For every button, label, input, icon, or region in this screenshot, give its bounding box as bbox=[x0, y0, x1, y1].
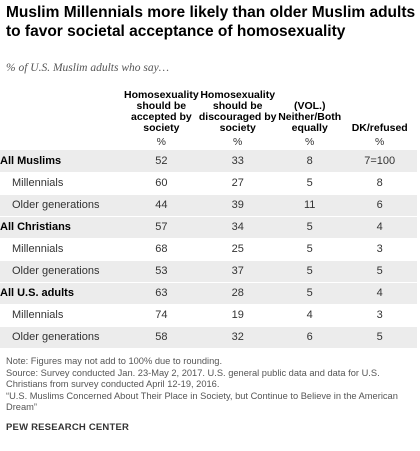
row-label: Millennials bbox=[0, 238, 124, 261]
unit-label: % bbox=[305, 136, 315, 148]
value-cell: 5 bbox=[276, 260, 343, 283]
value-cell: 5 bbox=[276, 216, 343, 239]
column-header: (VOL.) Neither/Both equally bbox=[278, 100, 342, 134]
value-cell: 3 bbox=[342, 238, 417, 261]
table-row: All U.S. adults 63 28 5 4 bbox=[0, 282, 417, 305]
value-cell: 60 bbox=[124, 172, 199, 195]
row-group-label: All U.S. adults bbox=[0, 282, 124, 305]
value-cell: 5 bbox=[342, 260, 417, 283]
value-cell: 5 bbox=[276, 238, 343, 261]
row-label: Older generations bbox=[0, 194, 124, 217]
table-row: Older generations 44 39 11 6 bbox=[0, 194, 417, 217]
value-cell: 5 bbox=[276, 172, 343, 195]
value-cell: 44 bbox=[124, 194, 199, 217]
table-row: Millennials 74 19 4 3 bbox=[0, 304, 417, 327]
table-row: Millennials 60 27 5 8 bbox=[0, 172, 417, 195]
table-row: All Christians 57 34 5 4 bbox=[0, 216, 417, 239]
note-line: Note: Figures may not add to 100% due to… bbox=[6, 356, 223, 366]
table-body: All Muslims 52 33 8 7=100 Millennials 60 27 5 8 Ol… bbox=[0, 150, 417, 349]
value-cell: 33 bbox=[198, 150, 277, 173]
value-cell: 6 bbox=[276, 326, 343, 349]
row-label: Millennials bbox=[0, 304, 124, 327]
value-cell: 25 bbox=[198, 238, 277, 261]
brand-label: PEW RESEARCH CENTER bbox=[6, 422, 130, 433]
value-cell: 37 bbox=[198, 260, 277, 283]
value-cell: 68 bbox=[124, 238, 199, 261]
value-cell: 8 bbox=[342, 172, 417, 195]
row-label: Older generations bbox=[0, 260, 124, 283]
value-cell: 8 bbox=[276, 150, 343, 173]
value-cell: 34 bbox=[198, 216, 277, 239]
table-row: Older generations 58 32 6 5 bbox=[0, 326, 417, 349]
table-row: Millennials 68 25 5 3 bbox=[0, 238, 417, 261]
header-corner bbox=[0, 88, 124, 134]
value-cell: 32 bbox=[198, 326, 277, 349]
value-cell: 57 bbox=[124, 216, 199, 239]
unit-label: % bbox=[233, 136, 243, 148]
chart-title: Muslim Millennials more likely than olde… bbox=[6, 4, 416, 40]
value-cell: 5 bbox=[276, 282, 343, 305]
row-group-label: All Christians bbox=[0, 216, 124, 239]
value-cell: 4 bbox=[342, 216, 417, 239]
value-cell: 53 bbox=[124, 260, 199, 283]
table-row: All Muslims 52 33 8 7=100 bbox=[0, 150, 417, 173]
notes: Note: Figures may not add to 100% due to… bbox=[6, 356, 416, 414]
row-label: Millennials bbox=[0, 172, 124, 195]
row-label: Older generations bbox=[0, 326, 124, 349]
value-cell: 74 bbox=[124, 304, 199, 327]
row-group-label: All Muslims bbox=[0, 150, 124, 173]
table-row: Older generations 53 37 5 5 bbox=[0, 260, 417, 283]
value-cell: 39 bbox=[198, 194, 277, 217]
unit-label: % bbox=[375, 136, 385, 148]
value-cell: 4 bbox=[342, 282, 417, 305]
value-cell: 7=100 bbox=[342, 150, 417, 173]
value-cell: 4 bbox=[276, 304, 343, 327]
value-cell: 52 bbox=[124, 150, 199, 173]
data-table: Homosexuality should be accepted by soci… bbox=[0, 88, 417, 349]
column-header: Homosexuality should be accepted by soci… bbox=[124, 89, 199, 134]
value-cell: 27 bbox=[198, 172, 277, 195]
column-header: DK/refused bbox=[351, 122, 408, 134]
value-cell: 11 bbox=[276, 194, 343, 217]
value-cell: 63 bbox=[124, 282, 199, 305]
value-cell: 19 bbox=[198, 304, 277, 327]
chart-subtitle: % of U.S. Muslim adults who say… bbox=[6, 62, 169, 74]
value-cell: 5 bbox=[342, 326, 417, 349]
unit-label: % bbox=[156, 136, 167, 148]
value-cell: 58 bbox=[124, 326, 199, 349]
value-cell: 6 bbox=[342, 194, 417, 217]
column-header: Homosexuality should be discouraged by s… bbox=[198, 89, 277, 134]
report-title-line: “U.S. Muslims Concerned About Their Plac… bbox=[6, 390, 398, 413]
value-cell: 3 bbox=[342, 304, 417, 327]
value-cell: 28 bbox=[198, 282, 277, 305]
source-line: Source: Survey conducted Jan. 23-May 2, … bbox=[6, 367, 380, 390]
